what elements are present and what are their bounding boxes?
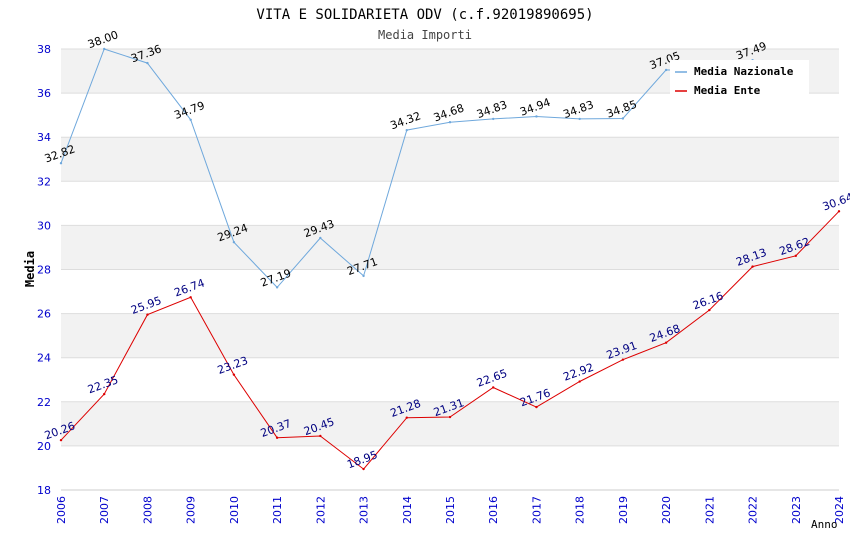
data-point-media-nazionale	[578, 117, 581, 121]
y-tick-label: 34	[37, 131, 51, 144]
x-tick-label: 2010	[228, 496, 241, 524]
data-point-media-ente	[492, 386, 495, 389]
y-tick-label: 26	[37, 308, 51, 321]
data-point-media-ente	[664, 341, 668, 344]
x-tick-label: 2006	[55, 496, 68, 524]
data-label-media-ente: 26.16	[691, 289, 725, 312]
data-point-media-nazionale	[232, 240, 236, 244]
data-label-media-nazionale: 34.32	[389, 109, 423, 132]
x-tick-label: 2007	[98, 496, 111, 524]
grid-band	[61, 137, 839, 182]
chart-title: VITA E SOLIDARIETA ODV (c.f.92019890695)	[256, 7, 593, 23]
data-label-media-ente: 22.65	[475, 367, 509, 390]
data-point-media-ente	[232, 373, 236, 376]
data-label-media-nazionale: 34.85	[605, 98, 639, 121]
x-tick-label: 2016	[487, 496, 500, 524]
data-point-media-nazionale	[362, 274, 365, 278]
data-point-media-nazionale	[59, 162, 63, 165]
y-tick-label: 24	[37, 352, 51, 365]
chart-subtitle: Media Importi	[378, 28, 472, 42]
data-point-media-nazionale	[103, 47, 106, 51]
x-tick-label: 2012	[314, 496, 327, 524]
data-point-media-ente	[621, 358, 625, 361]
x-tick-label: 2009	[185, 496, 198, 524]
legend-entry-media-ente: Media Ente	[694, 84, 761, 97]
data-label-media-ente: 22.92	[561, 361, 595, 384]
data-point-media-nazionale	[535, 115, 538, 118]
data-point-media-ente	[405, 416, 408, 419]
data-label-media-nazionale: 38.00	[86, 28, 120, 51]
y-tick-label: 20	[37, 440, 51, 453]
data-point-media-ente	[59, 438, 63, 442]
x-tick-label: 2013	[358, 496, 371, 524]
x-tick-label: 2022	[747, 496, 760, 524]
y-tick-label: 30	[37, 219, 51, 232]
data-point-media-ente	[708, 308, 711, 312]
grid-band	[61, 401, 839, 446]
data-point-media-ente	[362, 467, 365, 471]
data-point-media-nazionale	[146, 61, 149, 65]
y-axis-ticks: 18 20 22 24 26 28 30 32 34 36 38	[37, 43, 51, 497]
data-label-media-ente: 30.64	[821, 191, 850, 214]
grid-lines	[61, 48, 839, 491]
x-tick-label: 2017	[530, 496, 543, 524]
data-point-media-ente	[837, 210, 841, 213]
data-point-media-nazionale	[275, 286, 279, 289]
x-tick-label: 2020	[660, 496, 673, 524]
x-tick-label: 2019	[617, 496, 630, 524]
x-axis-label: Anno	[811, 518, 838, 531]
grid-band	[61, 225, 839, 270]
x-tick-label: 2014	[401, 496, 414, 524]
x-axis-ticks: 2006 2007 2008 2009 2010 2011 2012 2013 2014 2015…	[55, 496, 846, 524]
data-point-media-ente	[275, 436, 279, 439]
y-tick-label: 32	[37, 175, 51, 188]
data-label-media-nazionale: 34.94	[518, 96, 552, 119]
data-point-media-ente	[751, 265, 754, 268]
x-tick-label: 2023	[790, 496, 803, 524]
y-tick-label: 38	[37, 43, 51, 56]
data-point-media-nazionale	[319, 236, 322, 240]
plot-bands	[61, 49, 839, 446]
data-point-media-nazionale	[621, 117, 625, 120]
data-point-media-nazionale	[405, 128, 408, 132]
data-point-media-nazionale	[492, 117, 495, 121]
x-tick-label: 2024	[833, 496, 846, 524]
y-tick-label: 18	[37, 484, 51, 497]
data-label-media-ente: 26.74	[172, 276, 206, 299]
data-point-media-nazionale	[189, 118, 192, 121]
data-point-media-ente	[578, 380, 581, 383]
legend-entry-media-nazionale: Media Nazionale	[694, 65, 794, 78]
data-point-media-ente	[103, 392, 106, 396]
data-point-media-ente	[189, 296, 192, 299]
grid-band	[61, 313, 839, 358]
x-tick-label: 2011	[271, 496, 284, 524]
data-label-media-nazionale: 34.83	[561, 98, 595, 121]
x-tick-label: 2021	[703, 496, 716, 524]
y-tick-label: 28	[37, 264, 51, 277]
y-tick-label: 22	[37, 396, 51, 409]
data-point-media-nazionale	[664, 68, 668, 72]
legend-box	[670, 60, 809, 96]
data-label-media-ente: 22.35	[86, 373, 120, 396]
y-axis-label: Media	[23, 251, 37, 287]
data-point-media-ente	[794, 254, 797, 258]
legend: Media Nazionale Media Ente	[670, 60, 809, 97]
data-point-media-ente	[146, 313, 149, 316]
data-point-media-nazionale	[448, 121, 452, 124]
x-tick-label: 2015	[444, 496, 457, 524]
data-point-media-ente	[448, 415, 452, 419]
data-point-media-ente	[319, 434, 322, 438]
data-point-media-ente	[535, 405, 538, 409]
data-label-media-nazionale: 34.83	[475, 98, 509, 121]
x-tick-label: 2018	[574, 496, 587, 524]
y-tick-label: 36	[37, 87, 51, 100]
x-tick-label: 2008	[141, 496, 154, 524]
